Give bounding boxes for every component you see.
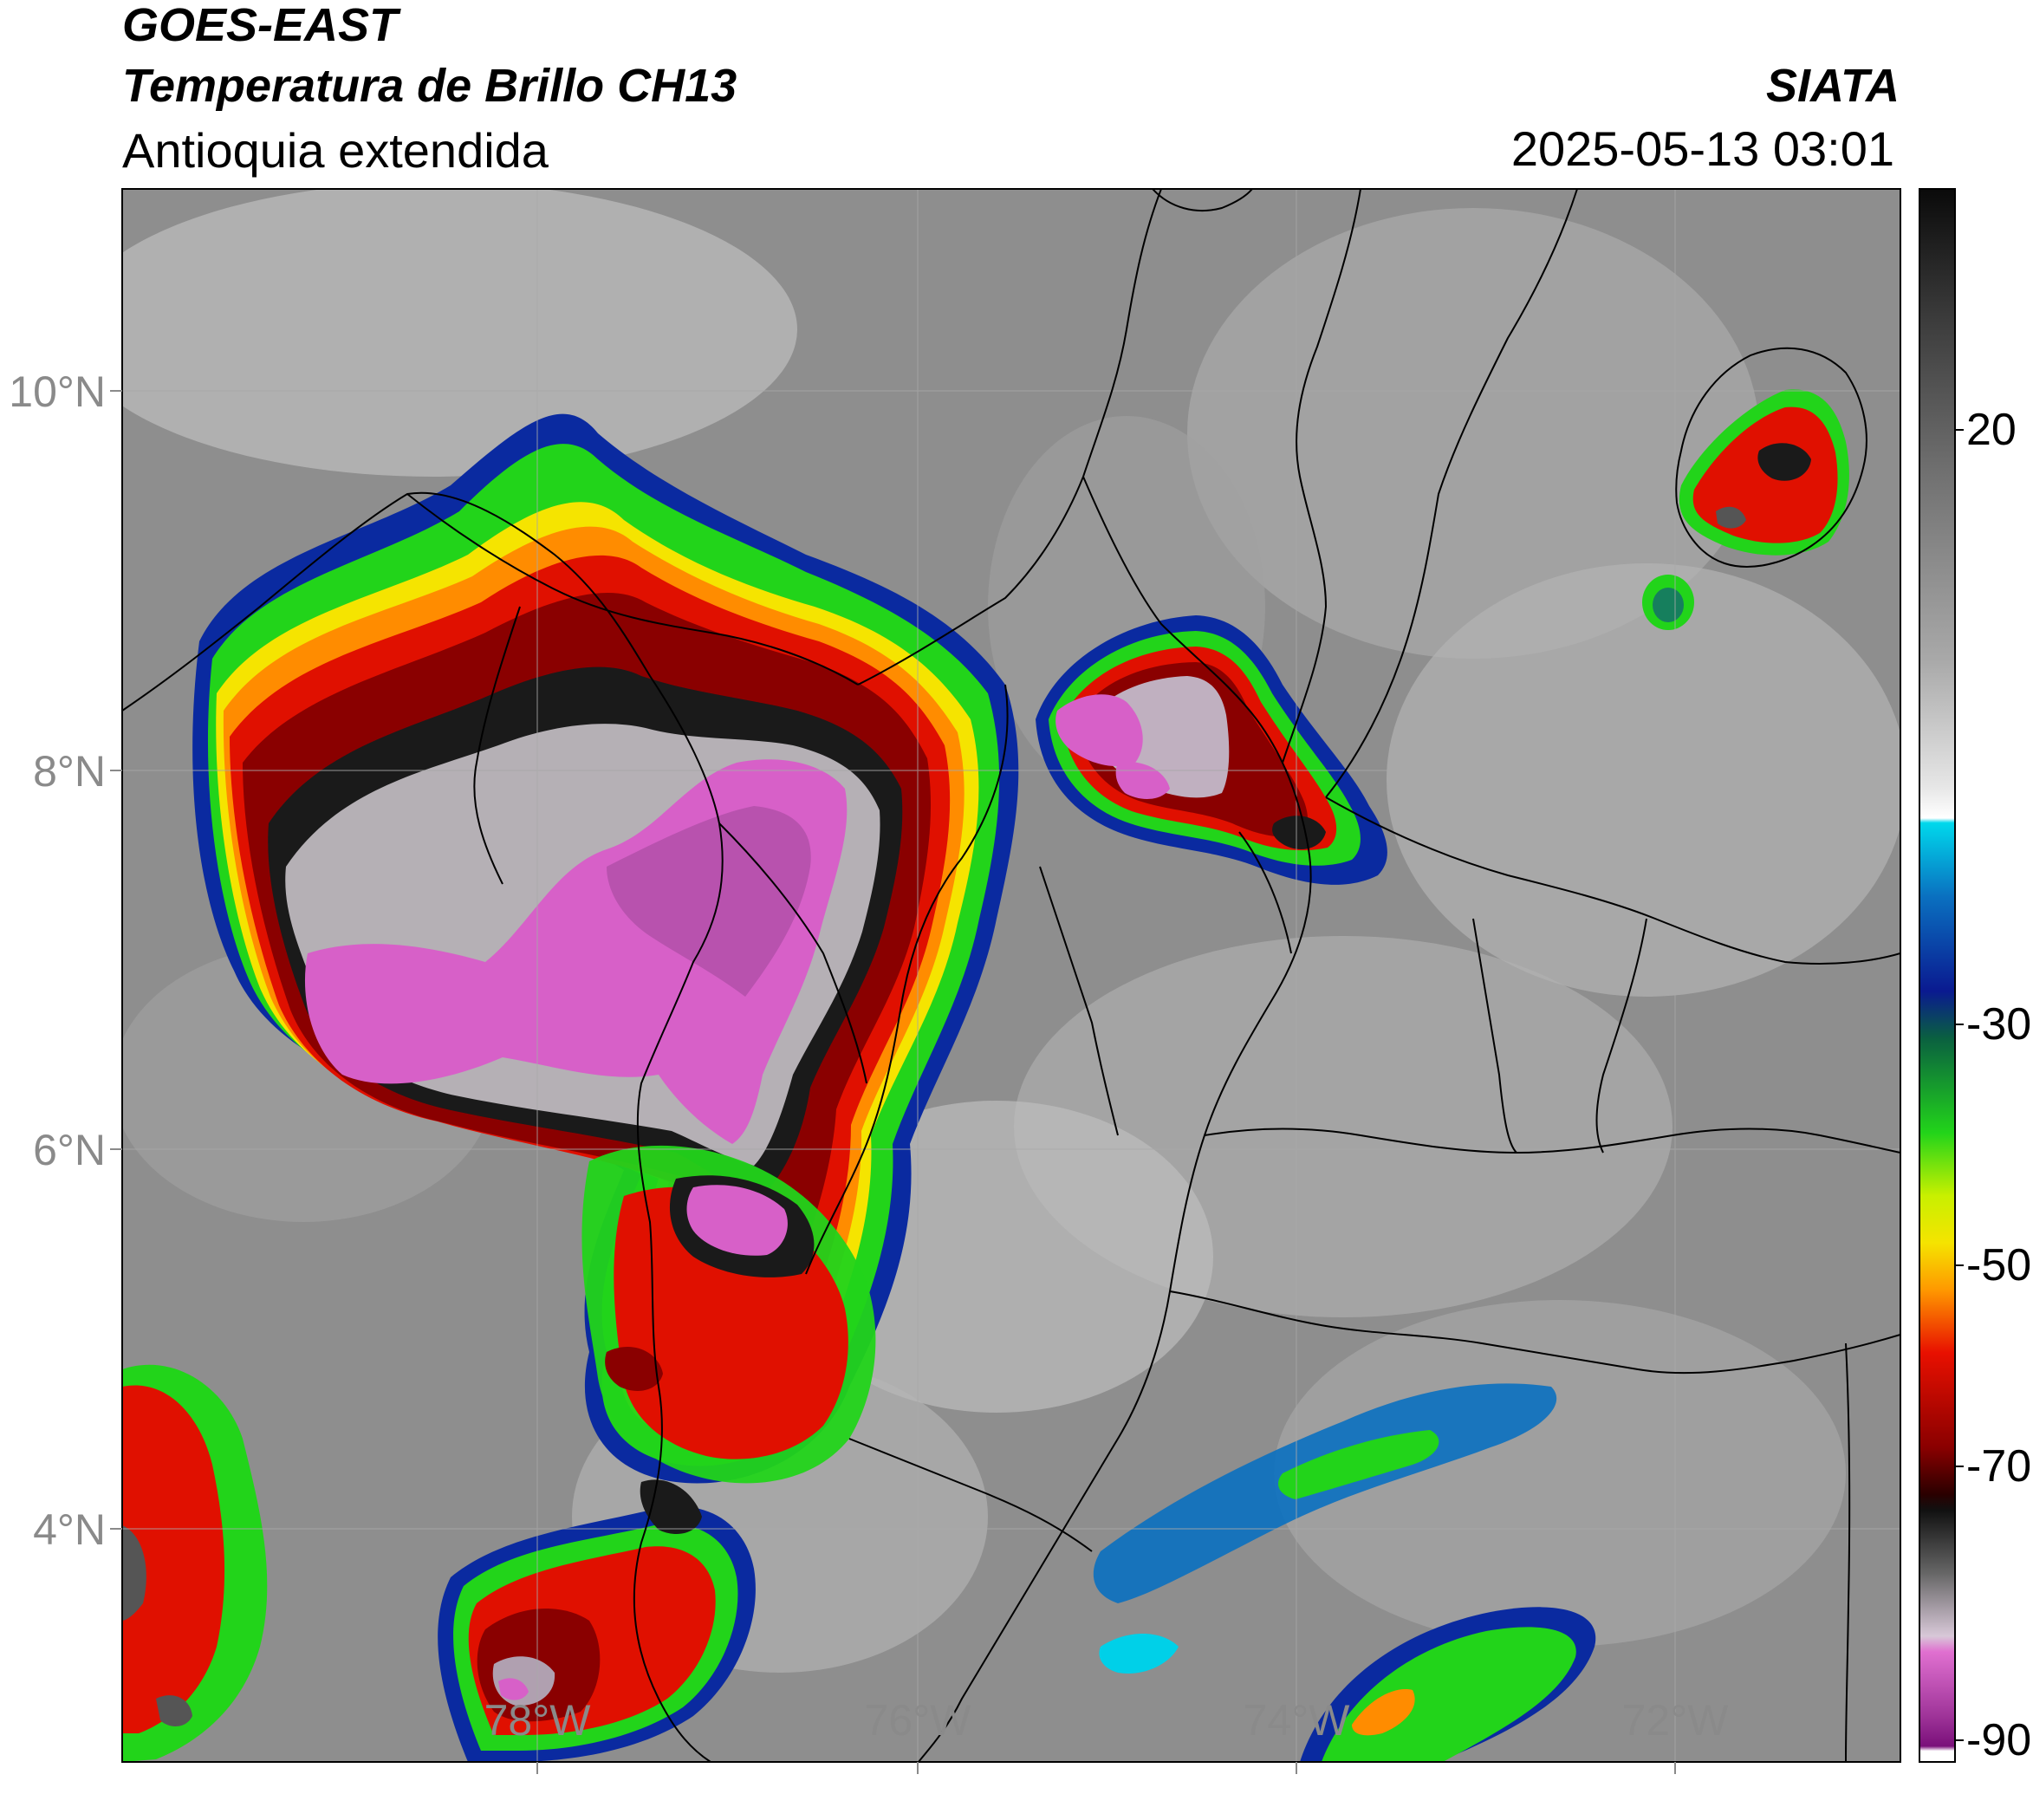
map-frame — [121, 188, 1901, 1763]
region-subtitle: Antioquia extendida — [122, 123, 549, 178]
cloud-field — [122, 189, 1900, 1762]
lat-tick-6n: 6°N — [33, 1126, 106, 1174]
boundaries — [122, 189, 1900, 1762]
colorbar-tick-minus30: -30 — [1966, 999, 2032, 1050]
colorbar — [1919, 188, 1956, 1763]
lat-tick-8n: 8°N — [33, 747, 106, 796]
axis-ticks — [110, 390, 1676, 1774]
satellite-title: GOES-EAST — [122, 0, 399, 51]
timestamp-label: 2025-05-13 03:01 — [1510, 121, 1894, 176]
lon-tick-74w: 74°W — [1243, 1696, 1350, 1745]
colorbar-ticks — [1955, 429, 1964, 1741]
organization-label: SIATA — [1766, 60, 1900, 112]
lon-tick-72w: 72°W — [1621, 1696, 1729, 1745]
lon-tick-76w: 76°W — [864, 1696, 971, 1745]
lat-tick-10n: 10°N — [9, 367, 106, 416]
lat-tick-4n: 4°N — [33, 1505, 106, 1554]
lon-tick-78w: 78°W — [484, 1696, 591, 1745]
colorbar-tick-20: 20 — [1966, 405, 2017, 455]
colorbar-tick-minus70: -70 — [1966, 1441, 2032, 1492]
colorbar-tick-minus50: -50 — [1966, 1240, 2032, 1290]
colorbar-tick-minus90: -90 — [1966, 1715, 2032, 1765]
product-title: Temperatura de Brillo CH13 — [122, 60, 737, 112]
